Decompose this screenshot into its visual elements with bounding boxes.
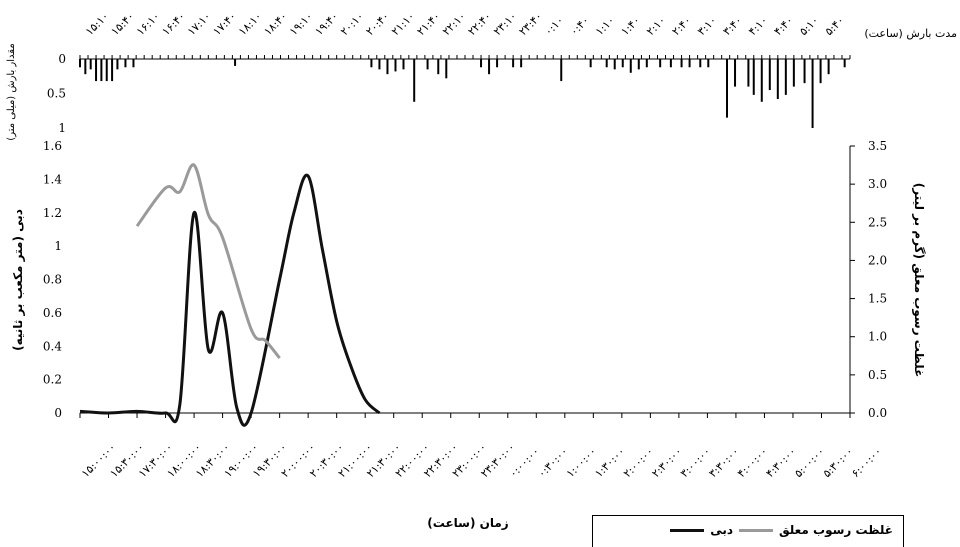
left-y-tick-label: 0.4 <box>43 339 62 353</box>
rainfall-time-label: ۵:۴۰ <box>822 14 846 38</box>
right-y-tick-label: 0.5 <box>868 368 887 382</box>
rainfall-y-tick-label: 0.5 <box>47 87 66 101</box>
left-y-tick-label: 1.2 <box>43 206 62 220</box>
rainfall-y-tick-label: 0 <box>58 52 66 66</box>
x-axis-title: زمان (ساعت) <box>427 516 509 530</box>
rainfall-time-label: ۱:۴۰ <box>618 14 642 38</box>
rainfall-time-label: ۲۱:۱۰ <box>389 10 418 39</box>
rainfall-time-label: ۱۹:۱۰ <box>287 10 316 39</box>
discharge-line <box>79 173 381 427</box>
x-tick-label: ۰:۳۰:۰۰ <box>535 445 570 480</box>
x-tick-label: ۳:۳۰:۰۰ <box>706 445 741 480</box>
x-tick-label: ۲:۳۰:۰۰ <box>649 445 684 480</box>
x-tick-label: ۱:۰۰:۰۰ <box>564 445 599 480</box>
x-tick-label: ۱:۳۰:۰۰ <box>592 445 627 480</box>
left-y-tick-label: 1 <box>54 239 62 253</box>
left-y-tick-label: 1.4 <box>43 172 62 186</box>
rainfall-time-label: ۱۵:۴۰ <box>108 10 137 39</box>
rainfall-time-label: ۲۰:۴۰ <box>363 10 392 39</box>
rainfall-time-label: ۲۲:۴۰ <box>465 10 494 39</box>
x-tick-label: ۴:۰۰:۰۰ <box>735 445 770 480</box>
rainfall-time-label: ۱۷:۱۰ <box>185 10 214 39</box>
rainfall-time-label: ۱۹:۴۰ <box>312 10 341 39</box>
rainfall-time-label: ۱۷:۴۰ <box>210 10 239 39</box>
left-y-tick-label: 1.6 <box>43 139 62 153</box>
rainfall-x-label: مدت بارش (ساعت) <box>864 27 957 40</box>
rainfall-time-label: ۲۲:۱۰ <box>440 10 469 39</box>
right-y-axis-title: غلظت رسوب معلق (گرم بر لیتر) <box>911 183 926 378</box>
x-tick-label: ۳:۰۰:۰۰ <box>678 445 713 480</box>
right-y-tick-label: 3.0 <box>868 177 887 191</box>
left-y-tick-label: 0.2 <box>43 373 62 387</box>
left-y-tick-label: 0.8 <box>43 273 62 287</box>
rainfall-time-label: ۳:۱۰ <box>695 14 719 38</box>
rainfall-time-label: ۲۳:۴۰ <box>516 10 545 39</box>
rainfall-time-label: ۴:۴۰ <box>771 14 795 38</box>
right-y-tick-label: 1.0 <box>868 330 887 344</box>
right-y-tick-label: 2.5 <box>868 215 887 229</box>
rainfall-y-tick-label: 1 <box>58 121 66 135</box>
legend-item-discharge: دبی <box>670 523 733 537</box>
x-tick-label: ۴:۳۰:۰۰ <box>763 445 798 480</box>
rainfall-y-label: مقدار بارش (میلی متر) <box>6 43 17 140</box>
legend-swatch-sediment <box>738 528 773 532</box>
rainfall-time-label: ۱۶:۱۰ <box>134 10 163 39</box>
rainfall-panel: 0 0.5 1 ۱۵:۱۰۱۵:۴۰۱۶:۱۰۱۶:۴۰۱۷:۱۰۱۷:۴۰۱۸:۱۰… <box>6 10 957 141</box>
x-tick-label: ۶:۰۰:۰۰ <box>849 445 884 480</box>
legend-label-sediment: غلظت رسوب معلق <box>778 523 893 537</box>
rainfall-time-label: ۲۱:۴۰ <box>414 10 443 39</box>
rainfall-time-label: ۲:۴۰ <box>669 14 693 38</box>
left-y-axis-title: دبی (متر مکعب بر ثانیه) <box>11 209 25 351</box>
right-y-tick-label: 0.0 <box>868 406 887 420</box>
right-y-tick-label: 1.5 <box>868 292 887 306</box>
rainfall-time-label: ۱۸:۱۰ <box>236 10 265 39</box>
rainfall-time-label: ۲۰:۱۰ <box>338 10 367 39</box>
x-tick-label: ۵:۳۰:۰۰ <box>820 445 855 480</box>
rainfall-time-label: ۱۵:۱۰ <box>83 10 112 39</box>
legend: غلظت رسوب معلق دبی <box>592 515 904 547</box>
legend-swatch-discharge <box>670 528 705 532</box>
sediment-line <box>135 163 281 360</box>
hydrograph-panel: 0 0.2 0.4 0.6 0.8 1 1.2 1.4 1.6 0.0 0.5 1.0 1.5 2.0 2.… <box>11 139 926 530</box>
left-y-tick-label: 0 <box>54 406 62 420</box>
left-y-tick-label: 0.6 <box>43 306 62 320</box>
right-y-tick-label: 3.5 <box>868 139 887 153</box>
x-tick-label: ۵:۰۰:۰۰ <box>792 445 827 480</box>
legend-label-discharge: دبی <box>710 523 733 537</box>
rainfall-time-label: ۱۶:۴۰ <box>159 10 188 39</box>
rainfall-time-label: ۰:۴۰ <box>567 14 591 38</box>
rainfall-time-label: ۲۳:۱۰ <box>491 10 520 39</box>
x-tick-label: ۲:۰۰:۰۰ <box>621 445 656 480</box>
rainfall-time-label: ۰:۱۰ <box>542 14 566 38</box>
rainfall-time-label: ۲:۱۰ <box>644 14 668 38</box>
rainfall-time-label: ۵:۱۰ <box>797 14 821 38</box>
legend-item-sediment: غلظت رسوب معلق <box>738 523 893 537</box>
rainfall-time-label: ۱۸:۴۰ <box>261 10 290 39</box>
rainfall-time-label: ۳:۴۰ <box>720 14 744 38</box>
rainfall-time-label: ۱:۱۰ <box>593 14 617 38</box>
right-y-tick-label: 2.0 <box>868 253 887 267</box>
rainfall-time-label: ۴:۱۰ <box>746 14 770 38</box>
